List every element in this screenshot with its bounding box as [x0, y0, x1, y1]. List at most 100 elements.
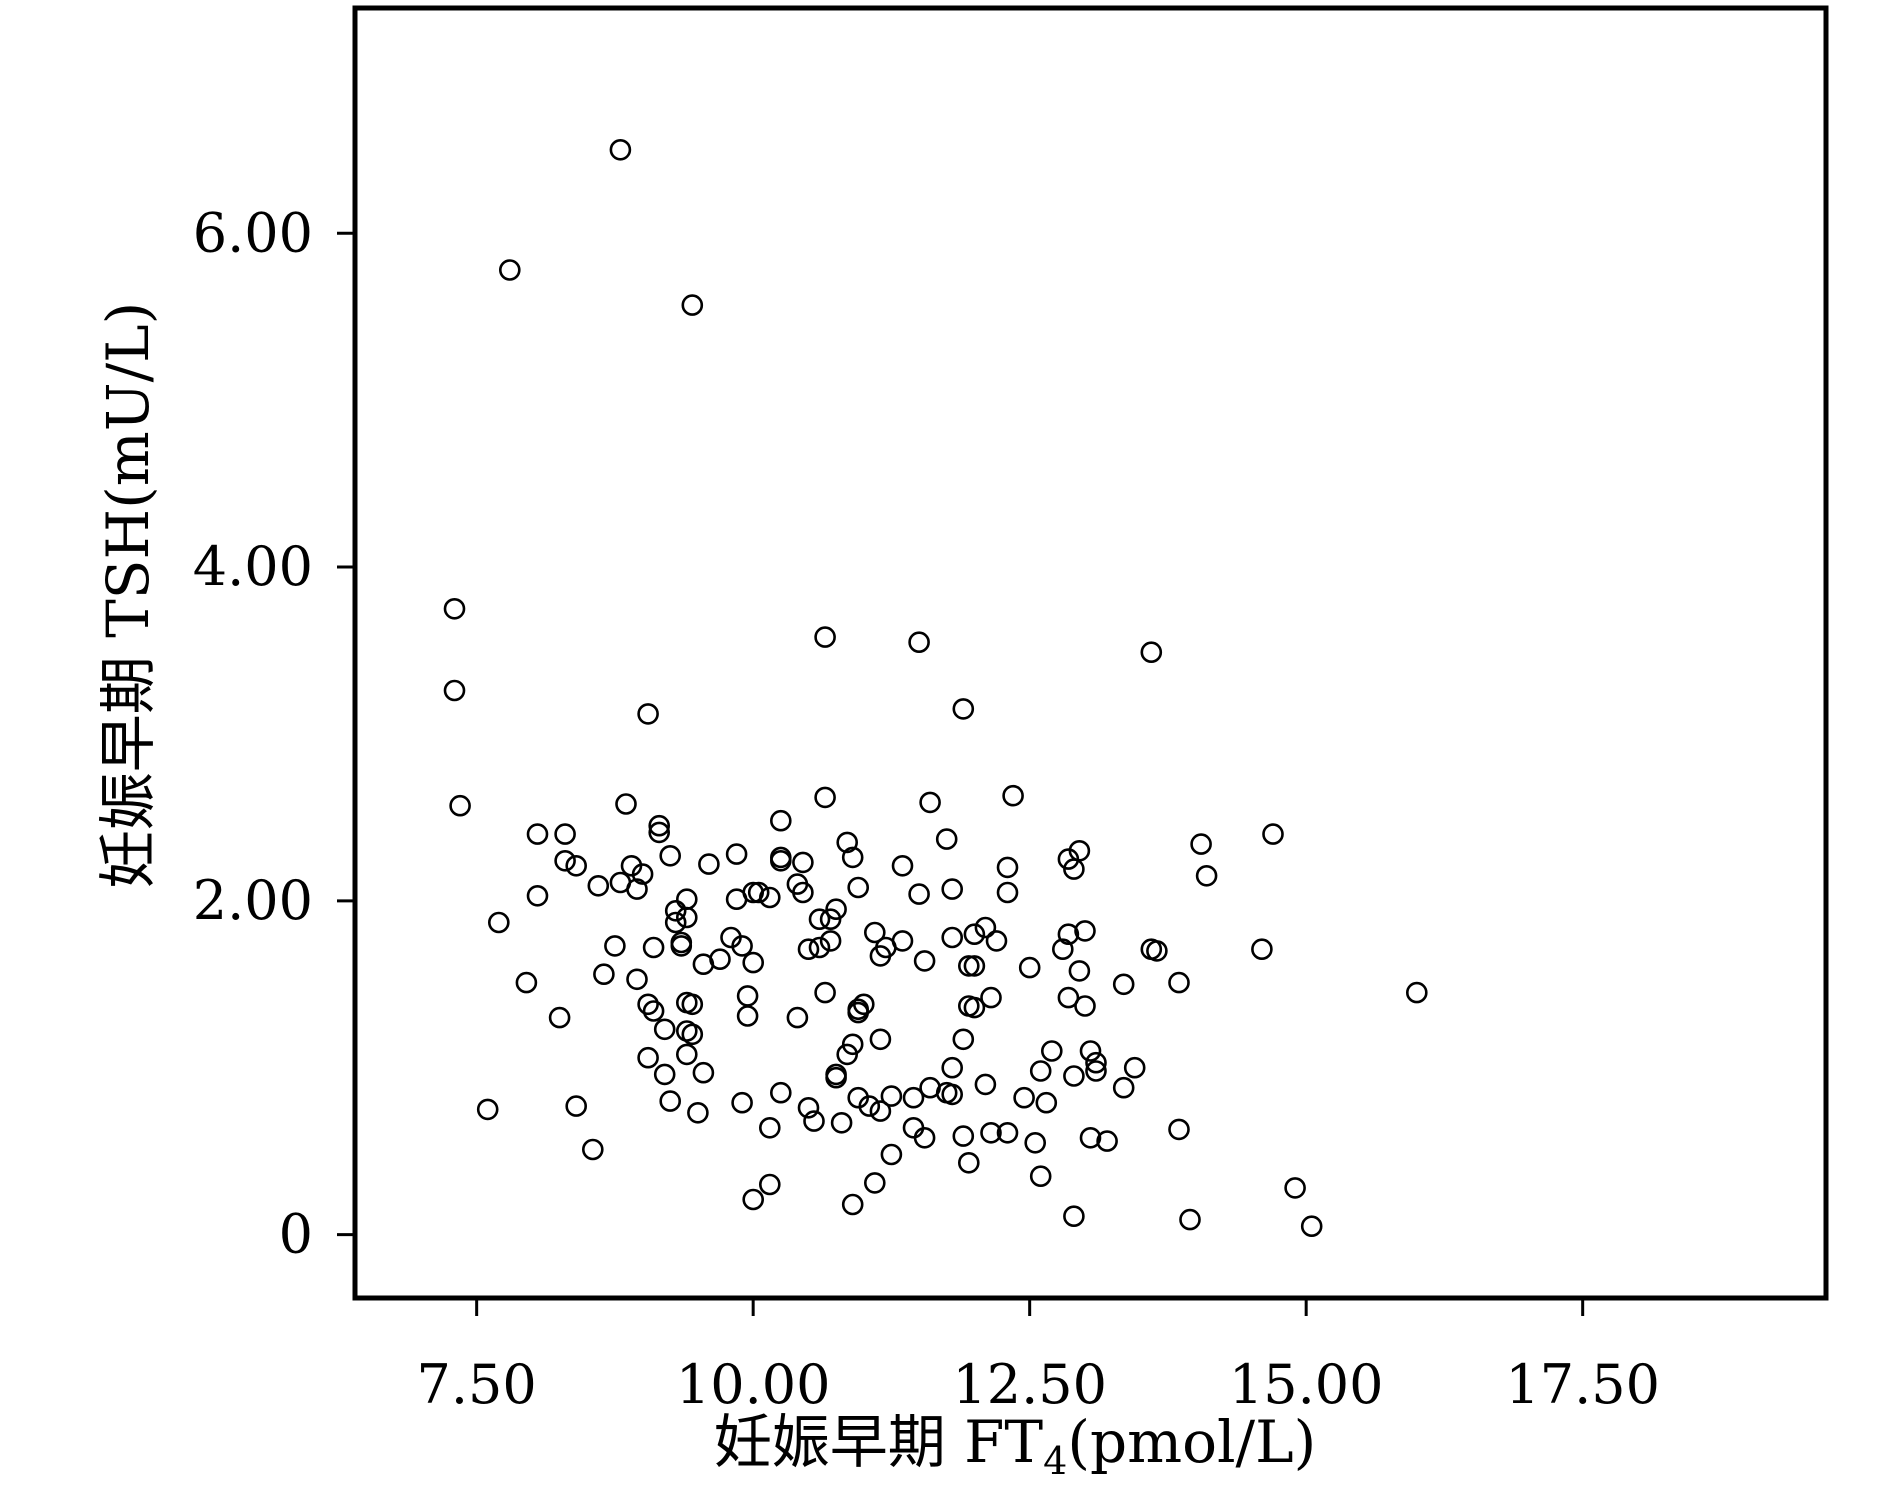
data-point [808, 908, 831, 931]
data-point [814, 786, 836, 809]
data-point [1284, 1177, 1306, 1199]
data-point [758, 886, 781, 909]
plot-frame-group [352, 5, 1829, 1301]
x-tick-label: 12.50 [952, 1353, 1107, 1416]
data-point [1195, 864, 1218, 887]
data-point [1251, 938, 1273, 961]
data-point [1168, 971, 1190, 994]
data-point [1096, 1130, 1118, 1152]
x-tick-label: 10.00 [676, 1353, 831, 1416]
data-point [1079, 1127, 1102, 1149]
y-axis-title: 妊娠早期 TSH(mU/L) [94, 302, 162, 889]
data-point [670, 935, 693, 957]
data-point [631, 863, 654, 885]
data-point [792, 881, 814, 904]
data-point [565, 854, 588, 877]
data-point [653, 1018, 676, 1041]
data-point [565, 1095, 588, 1117]
data-point [935, 828, 958, 850]
data-point [797, 938, 820, 961]
data-point [642, 1000, 665, 1022]
data-point [957, 1152, 980, 1174]
data-point [841, 1193, 864, 1216]
data-point [1168, 1118, 1190, 1141]
data-point [963, 955, 986, 977]
data-point [1052, 938, 1074, 961]
data-point [687, 1102, 709, 1124]
data-point [526, 823, 549, 845]
data-point [1063, 1205, 1085, 1227]
data-point [653, 1063, 676, 1086]
data-point [1123, 1056, 1146, 1079]
data-point [841, 1033, 864, 1056]
data-point [609, 139, 632, 161]
data-point [1112, 973, 1135, 996]
data-point [698, 853, 720, 875]
data-point [604, 935, 626, 957]
data-point [758, 1173, 781, 1196]
data-point [786, 1006, 809, 1029]
data-point [1085, 1051, 1107, 1074]
data-point [1018, 956, 1041, 979]
data-point [902, 1086, 925, 1109]
data-point [1063, 1065, 1085, 1087]
y-tick-label: 4.00 [193, 535, 313, 598]
data-point [963, 996, 986, 1019]
data-point [681, 1023, 704, 1046]
data-point [487, 911, 510, 934]
data-point [1262, 823, 1284, 845]
y-tick-label: 0 [279, 1203, 313, 1266]
data-point [869, 1028, 892, 1051]
data-point [615, 793, 637, 815]
data-point [659, 844, 682, 867]
data-point [1085, 1060, 1107, 1082]
data-point [637, 993, 659, 1016]
data-point [1112, 1076, 1135, 1099]
data-point [731, 1091, 753, 1114]
data-point [952, 1028, 975, 1051]
data-point [554, 823, 576, 845]
data-point [808, 936, 831, 959]
data-point [1013, 1086, 1035, 1109]
data-point [847, 1001, 870, 1024]
x-axis-title: 妊娠早期 FT4(pmol/L) [714, 1408, 1316, 1483]
data-point [1074, 995, 1096, 1017]
data-point [797, 1097, 820, 1119]
data-point [675, 1043, 698, 1066]
data-point [836, 831, 859, 854]
data-point [847, 876, 870, 899]
data-point [1079, 1040, 1102, 1062]
data-point [863, 1172, 886, 1194]
data-point [841, 846, 864, 869]
data-point [941, 1056, 964, 1079]
data-point [985, 930, 1008, 952]
data-point [880, 1085, 903, 1107]
data-point [814, 626, 836, 648]
x-tick-label: 17.50 [1505, 1353, 1660, 1416]
data-point [626, 878, 648, 900]
data-point [830, 1112, 853, 1134]
data-point [825, 1066, 847, 1089]
data-point [515, 971, 538, 994]
data-point [902, 1117, 925, 1139]
data-point [819, 908, 842, 931]
data-point [1063, 858, 1085, 880]
data-point [637, 703, 659, 725]
data-point [642, 936, 665, 959]
data-point [941, 1083, 964, 1106]
data-point [659, 1090, 682, 1112]
data-point [908, 631, 930, 654]
data-point [664, 911, 687, 934]
data-point [526, 884, 549, 907]
data-point [731, 935, 753, 957]
data-point [1057, 986, 1080, 1009]
data-point [1041, 1040, 1063, 1062]
data-point [548, 1006, 571, 1029]
data-point [692, 1061, 715, 1084]
data-point [952, 698, 975, 720]
data-point [996, 1122, 1019, 1144]
x-axis-title-main: 妊娠早期 FT [714, 1408, 1044, 1476]
y-tick-label: 6.00 [193, 201, 313, 264]
data-point [593, 963, 615, 986]
